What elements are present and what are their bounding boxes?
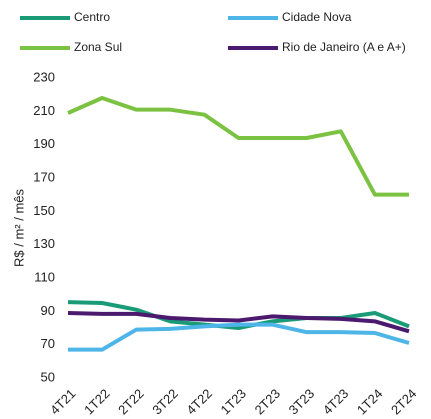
series-line: [67, 300, 410, 330]
y-tick-label: 170: [33, 169, 55, 184]
x-tick-label: 1T24: [354, 386, 386, 418]
x-tick-label: 2T24: [388, 386, 420, 418]
legend-label: Centro: [74, 10, 110, 24]
y-tick-label: 130: [33, 236, 55, 251]
series-line: [67, 96, 409, 197]
series-line: [67, 311, 410, 334]
y-tick-label: 230: [33, 69, 55, 84]
x-tick-label: 3T22: [149, 386, 181, 418]
x-tick-label: 2T23: [252, 386, 284, 418]
y-tick-label: 70: [41, 336, 55, 351]
x-tick-label: 1T22: [81, 386, 113, 418]
legend-label: Zona Sul: [74, 40, 122, 54]
series-line: [68, 322, 410, 352]
y-tick-label: 50: [41, 369, 55, 384]
y-tick-label: 110: [34, 269, 55, 284]
x-tick-label: 4T21: [47, 386, 79, 418]
y-tick-label: 90: [41, 303, 55, 318]
x-tick-label: 4T23: [320, 386, 352, 418]
x-tick-label: 3T23: [286, 386, 318, 418]
legend-label: Rio de Janeiro (A e A+): [282, 40, 406, 54]
y-tick-label: 150: [33, 203, 55, 218]
x-tick-label: 4T22: [183, 386, 215, 418]
y-axis-label: R$ / m² / mês: [11, 189, 26, 268]
y-tick-label: 210: [33, 103, 55, 118]
y-tick-label: 190: [33, 136, 55, 151]
x-tick-label: 2T22: [115, 386, 147, 418]
x-tick-label: 1T23: [217, 386, 249, 418]
legend-label: Cidade Nova: [282, 10, 352, 24]
